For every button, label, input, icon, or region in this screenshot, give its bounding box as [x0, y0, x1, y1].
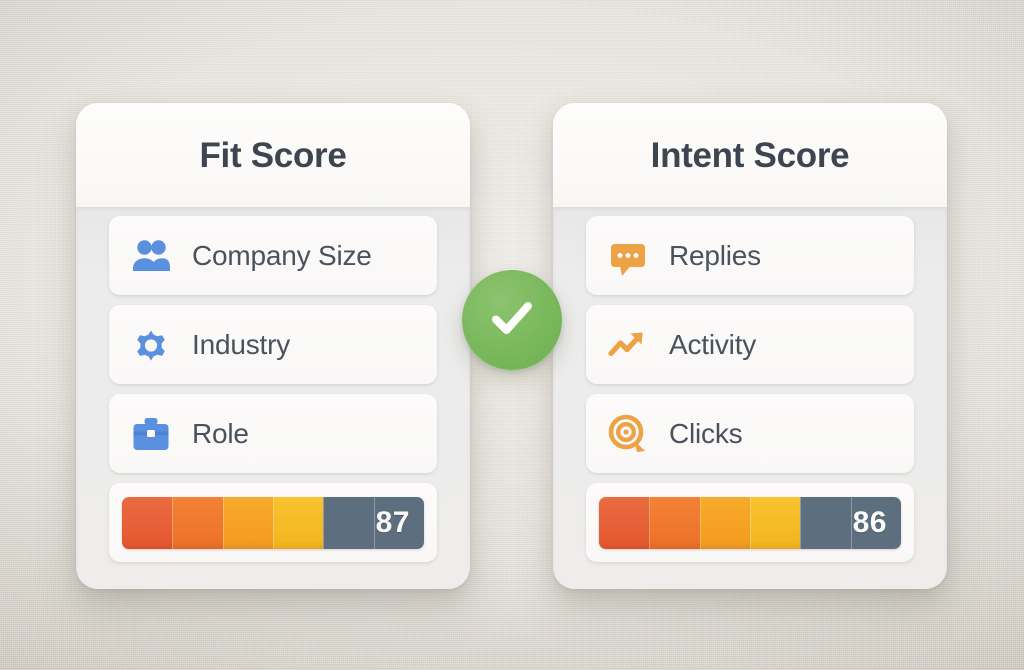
score-segment-2	[172, 496, 223, 549]
intent-score-card[interactable]: Intent Score Replies	[553, 103, 947, 589]
list-item-label: Replies	[669, 239, 761, 271]
intent-score-card-header: Intent Score	[553, 103, 947, 207]
check-icon	[483, 289, 541, 352]
score-segment-1	[122, 496, 173, 549]
list-item-label: Role	[192, 417, 249, 449]
target-search-icon	[605, 411, 651, 457]
list-item[interactable]: Industry	[109, 305, 437, 384]
score-segment-3	[699, 496, 750, 549]
score-value: 86	[852, 505, 887, 539]
list-item[interactable]: Replies	[586, 216, 914, 295]
score-segment-1	[599, 496, 650, 549]
briefcase-icon	[128, 411, 174, 457]
list-item-label: Activity	[669, 328, 757, 360]
chat-bubble-icon	[605, 233, 651, 279]
list-item[interactable]: Clicks	[586, 394, 914, 473]
fit-score-card[interactable]: Fit Score Company Size	[76, 103, 470, 589]
score-value: 87	[375, 505, 410, 539]
page-title: Intent Score	[650, 135, 850, 175]
intent-score-card-body: Replies Activity	[553, 207, 947, 589]
list-item[interactable]: Role	[109, 394, 437, 473]
list-item[interactable]: Activity	[586, 305, 914, 384]
list-item-label: Industry	[192, 328, 290, 360]
trending-up-icon	[605, 322, 651, 368]
score-segment-6	[373, 496, 424, 549]
score-bar: 86	[599, 496, 901, 549]
fit-score-card-body: Company Size Industry	[76, 207, 470, 589]
page-title: Fit Score	[199, 135, 347, 175]
fit-score-card-header: Fit Score	[76, 103, 470, 207]
gear-icon	[128, 322, 174, 368]
list-item[interactable]: Company Size	[109, 216, 437, 295]
score-segment-5	[800, 496, 851, 549]
score-bar: 87	[122, 496, 424, 549]
score-segment-2	[649, 496, 700, 549]
intent-score-bar-tile: 86	[586, 483, 914, 562]
people-icon	[128, 233, 174, 279]
score-segment-3	[222, 496, 273, 549]
score-segment-5	[323, 496, 374, 549]
list-item-label: Company Size	[192, 239, 372, 271]
list-item-label: Clicks	[669, 417, 743, 449]
score-segment-4	[749, 496, 801, 549]
score-segment-4	[272, 496, 324, 549]
fit-score-bar-tile: 87	[109, 483, 437, 562]
score-segment-6	[850, 496, 901, 549]
status-badge	[462, 270, 562, 370]
